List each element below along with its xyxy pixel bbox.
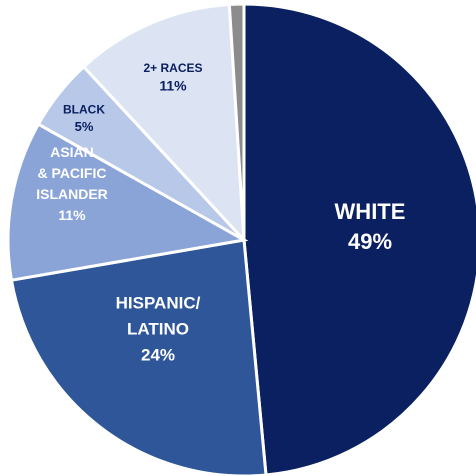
slice-category-label: LATINO [127, 319, 189, 338]
slice-value-label: 11% [159, 78, 187, 94]
slice-label-white: WHITE 49% [335, 199, 406, 254]
pie-slice-other [227, 2, 246, 241]
slice-value-label: 5% [75, 119, 94, 134]
slice-category-label: 2+ RACES [143, 61, 202, 75]
pie-slice-hispanic-latino [9, 238, 268, 476]
slice-category-label: & PACIFIC [38, 165, 107, 181]
slice-label-black: BLACK 5% [63, 103, 105, 134]
slice-label-hispanic-latino: HISPANIC/LATINO 24% [116, 293, 201, 364]
slice-category-label: ISLANDER [36, 186, 108, 202]
slice-category-label: WHITE [335, 199, 406, 224]
slices-layer [6, 2, 476, 476]
slice-label-2-races: 2+ RACES 11% [143, 61, 202, 94]
pie-slice-white [242, 2, 476, 476]
slice-category-label: BLACK [63, 103, 105, 117]
slice-value-label: 49% [348, 229, 392, 254]
slice-value-label: 11% [58, 207, 86, 223]
pie-slice-2-races [81, 2, 246, 245]
slice-label-asian-pacific-islander: ASIAN & PACIFIC ISLANDER 11% [36, 144, 108, 223]
slice-category-label: HISPANIC/ [116, 293, 201, 312]
labels-layer: WHITE 49% HISPANIC/LATINO 24% ASIAN & PACIFIC… [36, 61, 405, 364]
slice-value-label: 24% [141, 345, 175, 364]
slice-category-label: ASIAN [50, 144, 94, 160]
pie-slice-asian-pacific-islander [6, 122, 249, 282]
